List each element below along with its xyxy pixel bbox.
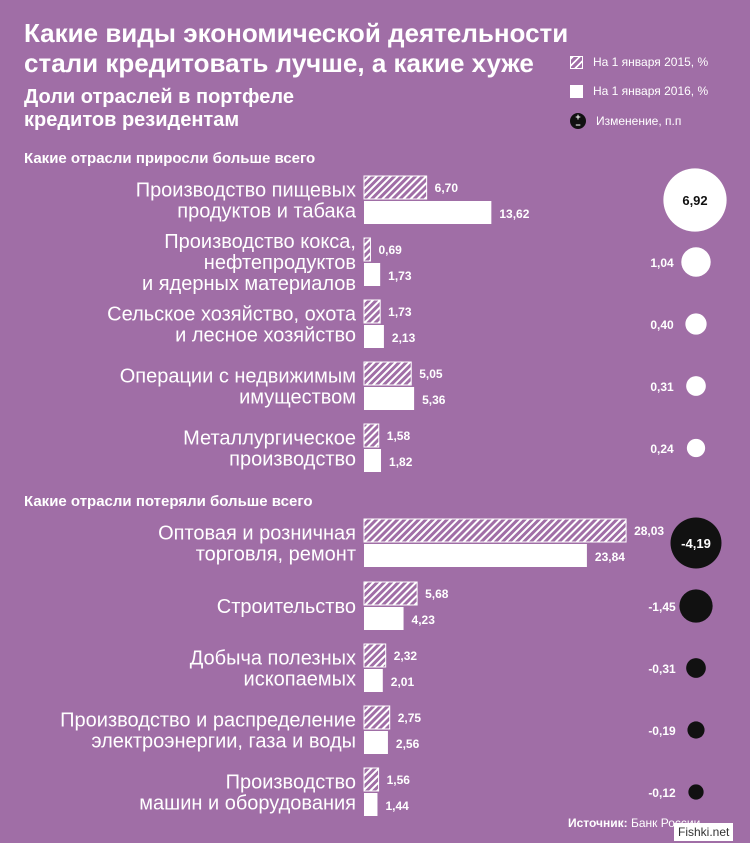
- value-label-2016-g1-r2: 2,01: [391, 675, 415, 689]
- bar-2015-g0-r0: [363, 175, 428, 200]
- category-label-g0-r0-line0: Производство пищевых: [136, 180, 356, 202]
- bar-2015-g0-r4: [363, 423, 380, 448]
- change-circle-g1-r4: [688, 784, 704, 800]
- value-label-2016-g0-r0: 13,62: [499, 207, 529, 221]
- bar-2015-g1-r3: [363, 705, 391, 730]
- watermark: Fishki.net: [674, 823, 734, 841]
- bar-2016-g0-r2: [364, 325, 384, 348]
- change-circle-g0-r2: [685, 313, 707, 335]
- category-label-g0-r2-line0: Сельское хозяйство, охота: [107, 304, 357, 326]
- change-label-g1-r2: -0,31: [648, 662, 676, 676]
- category-label-g1-r3-line1: электроэнергии, газа и воды: [91, 731, 356, 753]
- value-label-2015-g0-r1: 0,69: [378, 243, 402, 257]
- section-title-lost: Какие отрасли потеряли больше всего: [24, 493, 313, 510]
- change-circle-g1-r0: [670, 517, 722, 569]
- legend-item-2015: На 1 января 2015, %: [570, 52, 708, 72]
- bar-2016-g1-r4: [364, 793, 378, 816]
- category-label-g1-r2-line0: Добыча полезных: [190, 648, 356, 670]
- value-label-2016-g0-r3: 5,36: [422, 393, 446, 407]
- category-label-g0-r1-line1: нефтепродуктов: [204, 252, 356, 274]
- bar-2015-g0-r2: [363, 299, 381, 324]
- value-label-2015-g1-r3: 2,75: [398, 711, 422, 725]
- legend-item-2016: На 1 января 2016, %: [570, 81, 708, 101]
- bar-2016-g1-r3: [364, 731, 388, 754]
- bar-2016-g0-r4: [364, 449, 382, 472]
- bar-2016-g1-r0: [364, 544, 587, 567]
- chart-subtitle: Доли отраслей в портфеле кредитов резиде…: [24, 86, 294, 131]
- value-label-2016-g1-r3: 2,56: [396, 737, 420, 751]
- change-label-g1-r4: -0,12: [648, 786, 676, 800]
- change-label-g0-r2: 0,40: [650, 318, 674, 332]
- category-label-g0-r3-line0: Операции с недвижимым: [120, 366, 356, 388]
- value-label-2016-g0-r2: 2,13: [392, 331, 416, 345]
- section-title-grew: Какие отрасли приросли больше всего: [24, 150, 316, 167]
- bar-2015-g1-r1: [363, 581, 418, 606]
- bar-2016-g0-r1: [364, 263, 381, 286]
- category-label-g1-r3-line0: Производство и распределение: [60, 710, 356, 732]
- change-label-g0-r4: 0,24: [650, 442, 674, 456]
- bar-2016-g0-r0: [364, 201, 492, 224]
- change-circle-g0-r0: [663, 168, 727, 232]
- category-label-g0-r0-line1: продуктов и табака: [177, 201, 357, 223]
- legend-label-2016: На 1 января 2016, %: [593, 84, 709, 98]
- change-circle-g0-r4: [686, 438, 706, 458]
- category-label-g0-r1-line0: Производство кокса,: [164, 231, 356, 253]
- bar-2016-g1-r1: [364, 607, 404, 630]
- change-circle-g1-r2: [686, 658, 706, 678]
- category-label-g1-r1-line0: Строительство: [217, 596, 356, 618]
- change-circle-g1-r3: [687, 721, 705, 739]
- hatched-swatch-icon: [570, 55, 583, 69]
- category-label-g0-r4-line0: Металлургическое: [183, 428, 356, 450]
- bar-2015-g1-r4: [363, 767, 380, 792]
- value-label-2016-g0-r1: 1,73: [388, 269, 412, 283]
- change-circle-g1-r1: [679, 589, 713, 623]
- value-label-2015-g1-r4: 1,56: [387, 773, 411, 787]
- legend-item-change: + − Изменение, п.п: [570, 111, 681, 131]
- value-label-2015-g1-r0: 28,03: [634, 524, 664, 538]
- category-label-g1-r4-line0: Производство: [226, 772, 356, 794]
- bar-2016-g1-r2: [364, 669, 383, 692]
- change-circle-g0-r1: [681, 247, 711, 277]
- change-circle-g0-r3: [686, 376, 706, 396]
- category-label-g1-r0-line0: Оптовая и розничная: [158, 523, 356, 545]
- value-label-2015-g1-r2: 2,32: [394, 649, 418, 663]
- value-label-2016-g0-r4: 1,82: [389, 455, 413, 469]
- change-label-g0-r3: 0,31: [650, 380, 674, 394]
- value-label-2016-g1-r0: 23,84: [595, 550, 625, 564]
- change-label-g1-r0: -4,19: [681, 536, 711, 551]
- value-label-2015-g0-r3: 5,05: [419, 367, 443, 381]
- change-label-g1-r3: -0,19: [648, 724, 676, 738]
- change-label-g0-r0: 6,92: [682, 193, 707, 208]
- plus-minus-icon: + −: [570, 113, 586, 130]
- bar-2015-g1-r0: [363, 518, 627, 543]
- legend-label-2015: На 1 января 2015, %: [593, 55, 709, 69]
- category-label-g1-r4-line1: машин и оборудования: [139, 793, 356, 815]
- solid-swatch-icon: [570, 84, 583, 98]
- change-label-g1-r1: -1,45: [648, 600, 676, 614]
- category-label-g0-r2-line1: и лесное хозяйство: [175, 325, 356, 347]
- category-label-g0-r3-line1: имуществом: [239, 387, 356, 409]
- category-label-g1-r2-line1: ископаемых: [244, 669, 356, 691]
- source-label: Источник:: [568, 816, 628, 830]
- value-label-2015-g0-r0: 6,70: [435, 181, 459, 195]
- value-label-2016-g1-r1: 4,23: [412, 613, 436, 627]
- value-label-2016-g1-r4: 1,44: [385, 799, 409, 813]
- change-label-g0-r1: 1,04: [650, 256, 674, 270]
- category-label-g0-r1-line2: и ядерных материалов: [142, 273, 356, 295]
- legend-label-change: Изменение, п.п: [596, 114, 682, 128]
- bar-2015-g1-r2: [363, 643, 387, 668]
- value-label-2015-g1-r1: 5,68: [425, 587, 449, 601]
- bar-2015-g0-r1: [363, 237, 371, 262]
- value-label-2015-g0-r2: 1,73: [388, 305, 412, 319]
- category-label-g1-r0-line1: торговля, ремонт: [196, 544, 356, 566]
- chart-title: Какие виды экономической деятельности ст…: [24, 18, 569, 78]
- value-label-2015-g0-r4: 1,58: [387, 429, 411, 443]
- category-label-g0-r4-line1: производство: [229, 449, 356, 471]
- bar-2015-g0-r3: [363, 361, 412, 386]
- bar-2016-g0-r3: [364, 387, 415, 410]
